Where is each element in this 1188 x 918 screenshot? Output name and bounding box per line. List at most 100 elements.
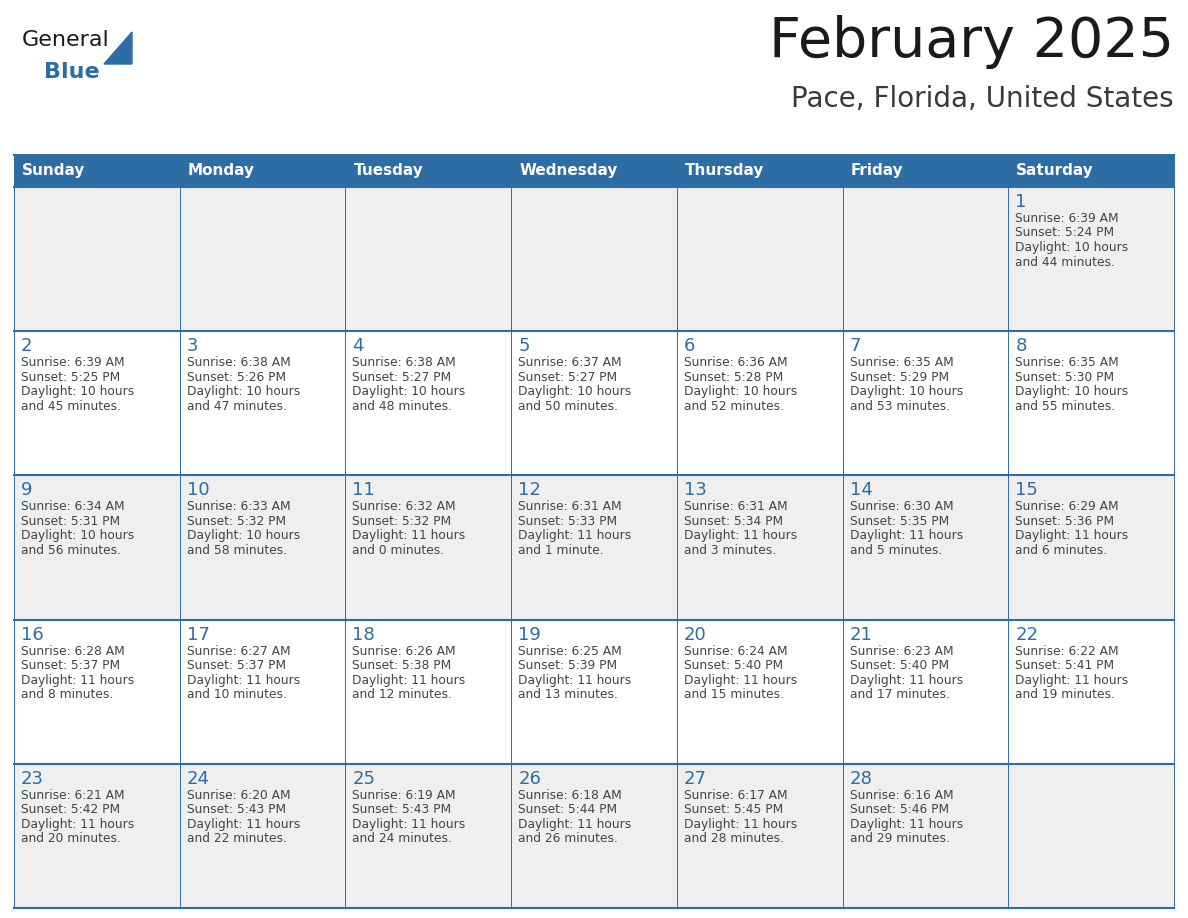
Bar (677, 476, 842, 620)
Bar (346, 187, 511, 331)
Text: 15: 15 (1016, 481, 1038, 499)
Bar (346, 331, 511, 476)
Text: Sunrise: 6:32 AM: Sunrise: 6:32 AM (353, 500, 456, 513)
Bar (346, 620, 511, 764)
Text: Sunset: 5:30 PM: Sunset: 5:30 PM (1016, 371, 1114, 384)
Text: Sunrise: 6:19 AM: Sunrise: 6:19 AM (353, 789, 456, 801)
Text: and 22 minutes.: and 22 minutes. (187, 833, 286, 845)
Bar (179, 764, 346, 908)
Text: Sunrise: 6:27 AM: Sunrise: 6:27 AM (187, 644, 290, 657)
Text: and 53 minutes.: and 53 minutes. (849, 399, 949, 413)
Text: February 2025: February 2025 (769, 15, 1174, 69)
Text: 12: 12 (518, 481, 541, 499)
Text: Daylight: 11 hours: Daylight: 11 hours (1016, 530, 1129, 543)
Text: Sunrise: 6:18 AM: Sunrise: 6:18 AM (518, 789, 621, 801)
Text: and 45 minutes.: and 45 minutes. (21, 399, 121, 413)
Text: and 28 minutes.: and 28 minutes. (684, 833, 784, 845)
Text: Sunset: 5:32 PM: Sunset: 5:32 PM (187, 515, 286, 528)
Text: Sunrise: 6:28 AM: Sunrise: 6:28 AM (21, 644, 125, 657)
Text: 19: 19 (518, 625, 541, 644)
Text: Sunrise: 6:37 AM: Sunrise: 6:37 AM (518, 356, 621, 369)
Text: Sunrise: 6:39 AM: Sunrise: 6:39 AM (1016, 212, 1119, 225)
Text: and 8 minutes.: and 8 minutes. (21, 688, 113, 701)
Text: Sunrise: 6:17 AM: Sunrise: 6:17 AM (684, 789, 788, 801)
Text: and 26 minutes.: and 26 minutes. (518, 833, 618, 845)
Text: 22: 22 (1016, 625, 1038, 644)
Text: Sunset: 5:42 PM: Sunset: 5:42 PM (21, 803, 120, 816)
Bar (677, 155, 842, 187)
Text: General: General (23, 30, 109, 50)
Bar (1009, 155, 1174, 187)
Text: Daylight: 11 hours: Daylight: 11 hours (353, 674, 466, 687)
Text: Sunrise: 6:22 AM: Sunrise: 6:22 AM (1016, 644, 1119, 657)
Text: Sunrise: 6:30 AM: Sunrise: 6:30 AM (849, 500, 953, 513)
Text: and 5 minutes.: and 5 minutes. (849, 543, 942, 557)
Text: 11: 11 (353, 481, 375, 499)
Bar (1009, 476, 1174, 620)
Text: and 29 minutes.: and 29 minutes. (849, 833, 949, 845)
Text: and 1 minute.: and 1 minute. (518, 543, 604, 557)
Text: Sunset: 5:24 PM: Sunset: 5:24 PM (1016, 227, 1114, 240)
Text: Pace, Florida, United States: Pace, Florida, United States (791, 85, 1174, 113)
Text: Sunset: 5:33 PM: Sunset: 5:33 PM (518, 515, 618, 528)
Text: Daylight: 10 hours: Daylight: 10 hours (849, 386, 962, 398)
Bar (179, 476, 346, 620)
Text: Sunset: 5:32 PM: Sunset: 5:32 PM (353, 515, 451, 528)
Text: Sunrise: 6:26 AM: Sunrise: 6:26 AM (353, 644, 456, 657)
Text: Sunset: 5:25 PM: Sunset: 5:25 PM (21, 371, 120, 384)
Text: 23: 23 (21, 770, 44, 788)
Text: Sunday: Sunday (23, 163, 86, 178)
Text: Sunrise: 6:39 AM: Sunrise: 6:39 AM (21, 356, 125, 369)
Text: Sunset: 5:40 PM: Sunset: 5:40 PM (684, 659, 783, 672)
Text: Tuesday: Tuesday (353, 163, 423, 178)
Bar (179, 620, 346, 764)
Text: Sunset: 5:27 PM: Sunset: 5:27 PM (353, 371, 451, 384)
Text: 3: 3 (187, 337, 198, 355)
Text: Daylight: 11 hours: Daylight: 11 hours (21, 674, 134, 687)
Bar (677, 620, 842, 764)
Text: Daylight: 10 hours: Daylight: 10 hours (187, 530, 299, 543)
Text: Daylight: 11 hours: Daylight: 11 hours (353, 530, 466, 543)
Text: Sunset: 5:40 PM: Sunset: 5:40 PM (849, 659, 949, 672)
Text: Daylight: 11 hours: Daylight: 11 hours (849, 818, 962, 831)
Text: and 10 minutes.: and 10 minutes. (187, 688, 286, 701)
Bar (1009, 620, 1174, 764)
Text: Daylight: 11 hours: Daylight: 11 hours (1016, 674, 1129, 687)
Text: 1: 1 (1016, 193, 1026, 211)
Text: and 56 minutes.: and 56 minutes. (21, 543, 121, 557)
Bar (179, 331, 346, 476)
Text: Sunset: 5:31 PM: Sunset: 5:31 PM (21, 515, 120, 528)
Text: Sunset: 5:38 PM: Sunset: 5:38 PM (353, 659, 451, 672)
Bar (842, 155, 1009, 187)
Text: 26: 26 (518, 770, 541, 788)
Text: 7: 7 (849, 337, 861, 355)
Text: and 44 minutes.: and 44 minutes. (1016, 255, 1116, 268)
Bar (14, 764, 179, 908)
Bar (677, 331, 842, 476)
Text: and 17 minutes.: and 17 minutes. (849, 688, 949, 701)
Text: Sunset: 5:45 PM: Sunset: 5:45 PM (684, 803, 783, 816)
Text: 24: 24 (187, 770, 210, 788)
Text: Daylight: 11 hours: Daylight: 11 hours (849, 674, 962, 687)
Text: Daylight: 11 hours: Daylight: 11 hours (684, 530, 797, 543)
Text: Daylight: 10 hours: Daylight: 10 hours (21, 530, 134, 543)
Text: Sunset: 5:44 PM: Sunset: 5:44 PM (518, 803, 618, 816)
Text: Sunset: 5:43 PM: Sunset: 5:43 PM (187, 803, 286, 816)
Bar (842, 764, 1009, 908)
Text: Sunset: 5:37 PM: Sunset: 5:37 PM (187, 659, 286, 672)
Text: 13: 13 (684, 481, 707, 499)
Bar (179, 155, 346, 187)
Text: 16: 16 (21, 625, 44, 644)
Text: 5: 5 (518, 337, 530, 355)
Bar (842, 187, 1009, 331)
Bar (179, 187, 346, 331)
Text: Daylight: 10 hours: Daylight: 10 hours (21, 386, 134, 398)
Text: Sunrise: 6:16 AM: Sunrise: 6:16 AM (849, 789, 953, 801)
Bar (677, 187, 842, 331)
Text: 9: 9 (21, 481, 32, 499)
Text: Daylight: 10 hours: Daylight: 10 hours (518, 386, 631, 398)
Bar (346, 155, 511, 187)
Text: and 58 minutes.: and 58 minutes. (187, 543, 286, 557)
Text: Sunset: 5:29 PM: Sunset: 5:29 PM (849, 371, 949, 384)
Text: Sunrise: 6:21 AM: Sunrise: 6:21 AM (21, 789, 125, 801)
